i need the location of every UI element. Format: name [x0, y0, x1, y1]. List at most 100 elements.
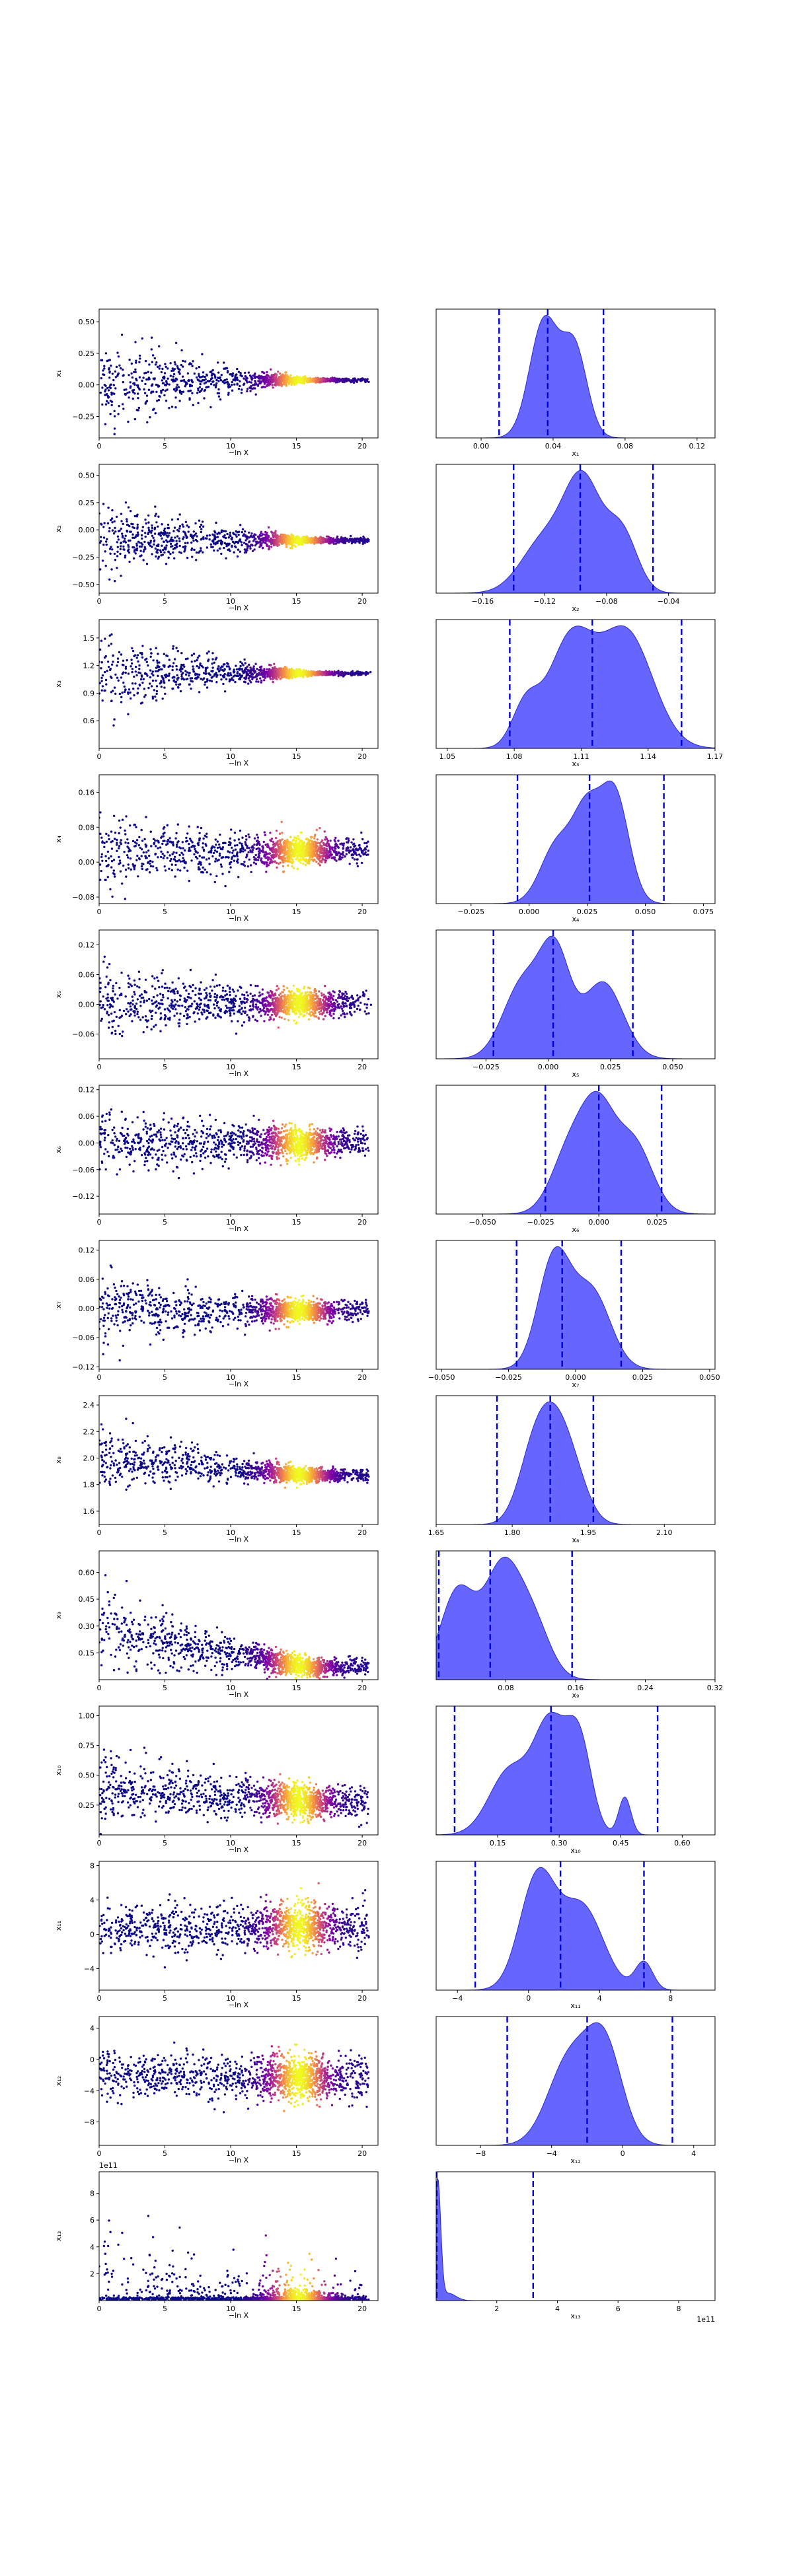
- trace-point: [361, 541, 365, 544]
- trace-point: [180, 678, 183, 680]
- trace-point: [248, 380, 251, 383]
- trace-point: [223, 361, 225, 364]
- trace-point: [123, 685, 126, 688]
- trace-point: [137, 392, 139, 395]
- trace-point: [235, 664, 237, 667]
- trace-point: [298, 672, 301, 675]
- trace-ytick-label: −0.25: [72, 553, 94, 561]
- trace-point: [198, 366, 201, 369]
- trace-point: [151, 354, 155, 357]
- trace-point: [181, 365, 184, 368]
- trace-point: [165, 534, 168, 537]
- trace-point: [106, 876, 109, 878]
- trace-point: [200, 871, 203, 874]
- trace-point: [201, 378, 204, 382]
- trace-point: [323, 672, 326, 674]
- trace-point: [291, 540, 294, 543]
- trace-point: [153, 543, 155, 546]
- trace-point: [106, 538, 108, 540]
- trace-point: [251, 849, 254, 851]
- trace-point: [250, 381, 252, 384]
- trace-point: [141, 656, 144, 659]
- trace-point: [202, 551, 204, 554]
- trace-point: [341, 379, 344, 382]
- trace-point: [134, 665, 137, 668]
- trace-point: [121, 663, 124, 666]
- trace-point: [128, 688, 131, 691]
- trace-point: [245, 378, 248, 382]
- trace-point: [270, 664, 272, 666]
- trace-point: [153, 842, 155, 845]
- trace-point: [118, 529, 121, 532]
- trace-point: [145, 661, 148, 663]
- trace-point: [266, 674, 269, 676]
- trace-point: [117, 679, 120, 682]
- trace-point: [365, 845, 369, 848]
- trace-point: [291, 547, 293, 550]
- trace-point: [127, 420, 130, 423]
- trace-point: [122, 671, 125, 674]
- trace-point: [328, 538, 331, 541]
- trace-point: [229, 678, 231, 681]
- trace-point: [194, 522, 197, 524]
- trace-point: [227, 393, 230, 396]
- trace-point: [127, 546, 130, 548]
- trace-point: [131, 668, 134, 670]
- trace-point: [288, 536, 291, 539]
- trace-point: [127, 544, 130, 546]
- trace-point: [161, 554, 165, 556]
- trace-point: [227, 856, 230, 859]
- trace-point: [251, 673, 254, 676]
- trace-point: [215, 657, 218, 659]
- trace-point: [306, 378, 309, 382]
- trace-point: [180, 552, 182, 554]
- trace-point: [356, 853, 358, 857]
- trace-point: [99, 648, 102, 651]
- trace-point: [184, 532, 187, 535]
- trace-point: [202, 371, 205, 374]
- trace-point: [149, 540, 152, 542]
- trace-point: [118, 364, 121, 367]
- trace-point: [139, 550, 142, 552]
- trace-xtick-label: 5: [163, 752, 167, 761]
- trace-point: [120, 527, 122, 530]
- trace-point: [99, 692, 101, 695]
- trace-point: [150, 348, 153, 351]
- trace-point: [143, 696, 146, 698]
- trace-point: [249, 390, 252, 392]
- trace-xtick-label: 15: [292, 597, 301, 606]
- kde-area: [436, 470, 715, 593]
- trace-point: [140, 542, 143, 545]
- trace-point: [183, 849, 186, 852]
- trace-point: [319, 541, 322, 544]
- kde-frame: [435, 308, 716, 439]
- trace-point: [124, 690, 126, 694]
- trace-point: [197, 868, 200, 871]
- trace-point: [224, 536, 227, 540]
- trace-point: [118, 405, 120, 408]
- trace-point: [104, 403, 108, 406]
- trace-point: [194, 532, 198, 535]
- trace-point: [287, 670, 289, 673]
- trace-point: [227, 665, 230, 668]
- trace-point: [217, 388, 220, 391]
- trace-point: [239, 661, 242, 663]
- trace-point: [128, 359, 131, 361]
- trace-point: [176, 650, 179, 653]
- trace-point: [145, 563, 149, 565]
- trace-point: [102, 536, 106, 539]
- trace-point: [367, 380, 370, 383]
- trace-point: [194, 660, 196, 662]
- trace-point: [124, 665, 128, 668]
- trace-point: [286, 838, 289, 841]
- trace-point: [254, 863, 258, 865]
- trace-point: [215, 382, 218, 385]
- trace-point: [245, 672, 248, 675]
- trace-point: [163, 682, 166, 684]
- trace-point: [175, 832, 178, 835]
- trace-point: [174, 363, 177, 366]
- trace-point: [104, 550, 106, 553]
- trace-point: [274, 535, 277, 538]
- trace-point: [253, 548, 256, 551]
- trace-point: [139, 357, 141, 360]
